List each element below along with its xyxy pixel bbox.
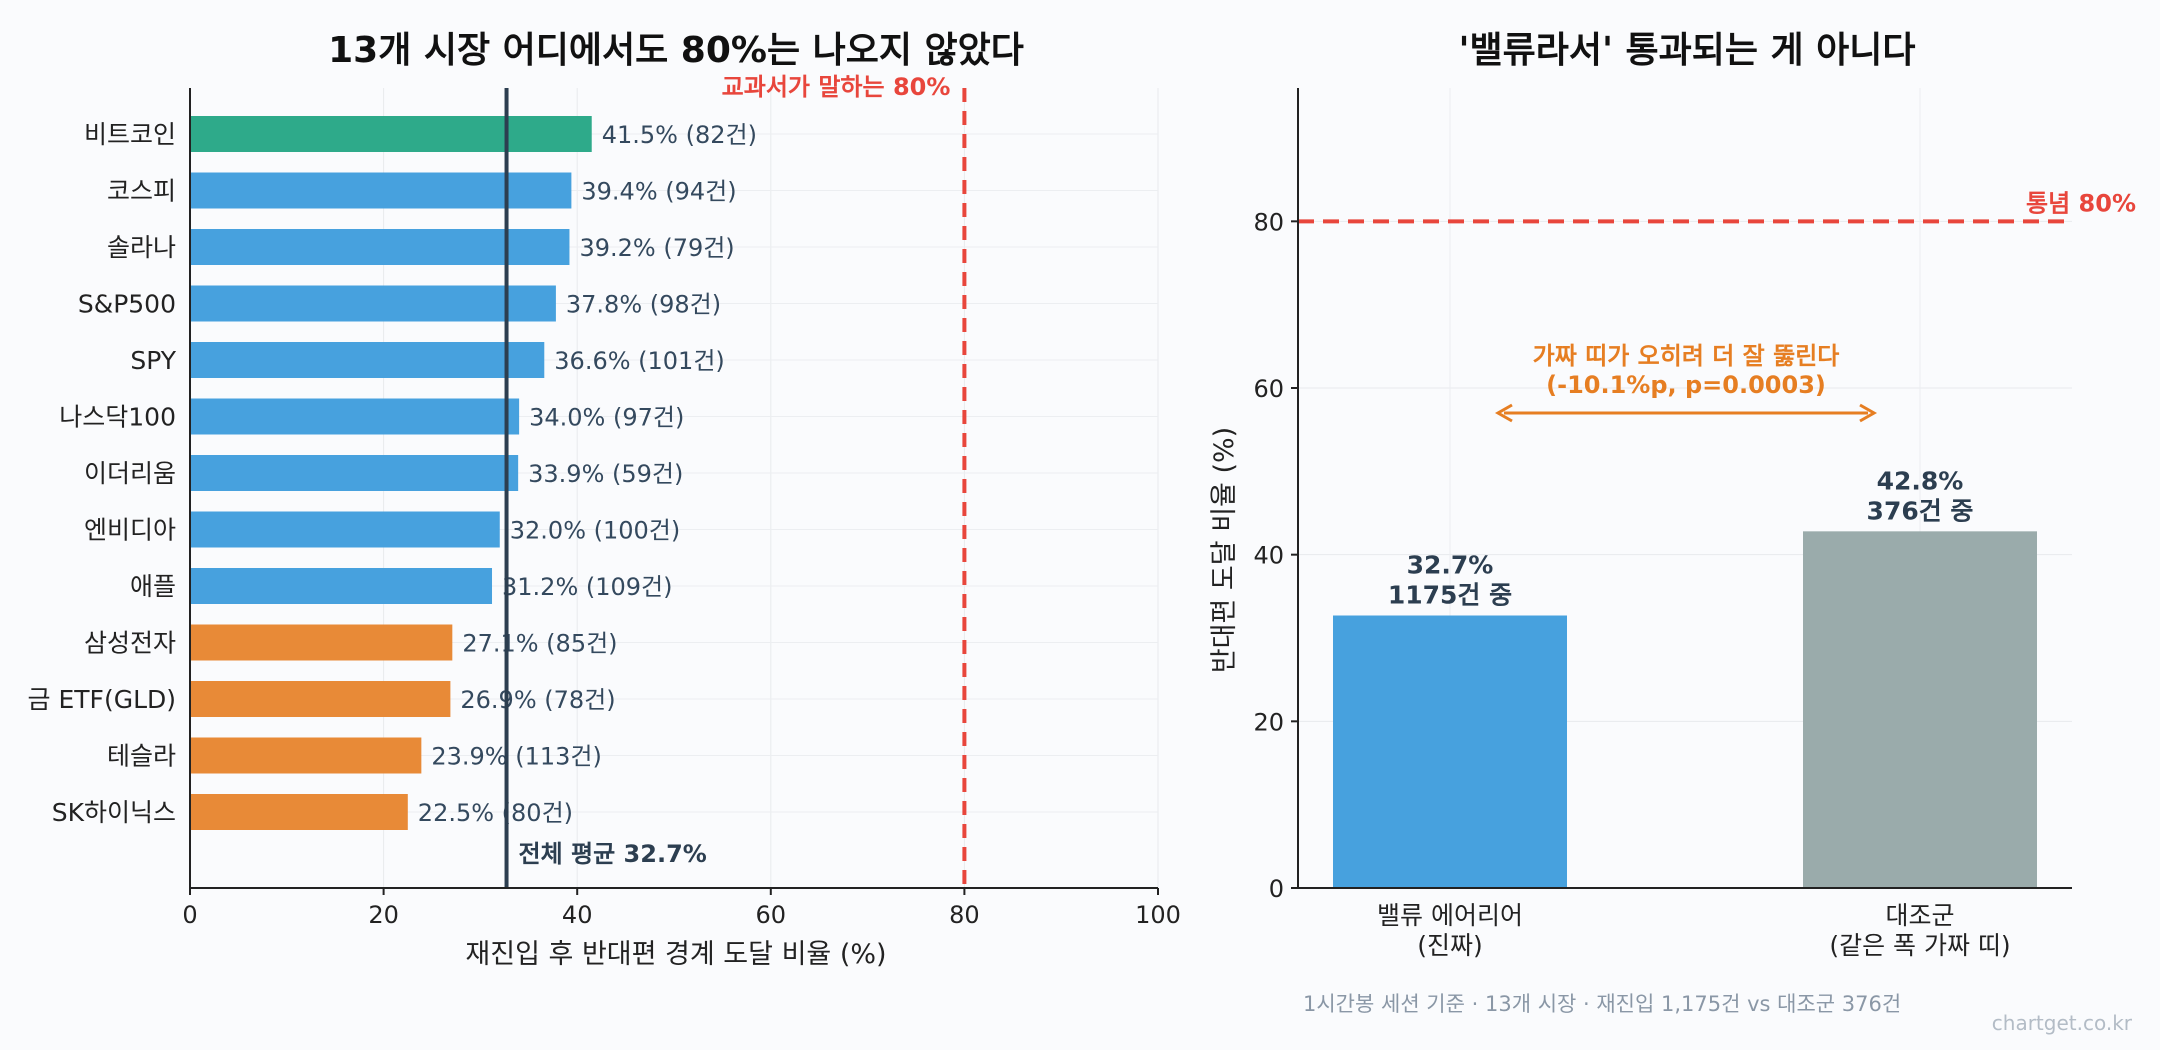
right-bars: 32.7%1175건 중 42.8%376건 중 [1333, 466, 2037, 888]
data-label-pct: 42.8% [1877, 466, 1964, 495]
category-label: S&P500 [78, 290, 176, 319]
data-label: 32.0% (100건) [510, 517, 681, 545]
category-label: 코스피 [107, 177, 176, 206]
category-label: 애플 [130, 572, 176, 601]
category-label: SPY [130, 346, 176, 375]
x-tick-label: 40 [562, 901, 593, 929]
x-category-label: 대조군 [1885, 901, 1954, 930]
category-label: SK하이닉스 [52, 798, 176, 827]
bar [190, 737, 422, 774]
category-label: 엔비디아 [84, 516, 176, 545]
bar [190, 455, 519, 491]
x-category-label: 밸류 에어리어 [1377, 901, 1523, 930]
category-label: 비트코인 [84, 120, 176, 149]
left-x-axis-label: 재진입 후 반대편 경계 도달 비율 (%) [465, 939, 886, 970]
average-line-label: 전체 평균 32.7% [519, 840, 707, 868]
left-axes: 0 20 40 60 80 100 [182, 88, 1181, 929]
data-label-count: 376건 중 [1867, 496, 1974, 525]
right-axes: 밸류 에어리어(진짜) 대조군(같은 폭 가짜 띠) 0 20 40 60 80 [1253, 88, 2072, 960]
bar [190, 172, 572, 209]
data-label: 34.0% (97건) [529, 404, 684, 432]
category-label: 나스닥100 [59, 403, 176, 432]
data-label: 23.9% (113건) [431, 743, 602, 771]
footer-note: 1시간봉 세션 기준 · 13개 시장 · 재진입 1,175건 vs 대조군 … [1303, 992, 1902, 1016]
x-category-label: (같은 폭 가짜 띠) [1829, 931, 2010, 960]
textbook-80-label: 교과서가 말하는 80% [722, 73, 951, 101]
category-label: 테슬라 [107, 742, 176, 771]
data-label: 36.6% (101건) [554, 347, 725, 375]
bar [190, 398, 520, 435]
annotation-text: (-10.1%p, p=0.0003) [1546, 371, 1826, 399]
data-label: 39.2% (79건) [579, 234, 734, 262]
right-y-axis-label: 반대편 도달 비율 (%) [1209, 427, 1240, 673]
x-tick-label: 60 [756, 901, 787, 929]
right-reference-line: 통념 80% [1298, 189, 2136, 224]
bar [190, 568, 493, 604]
data-label: 37.8% (98건) [566, 291, 721, 319]
x-category-label: (진짜) [1417, 931, 1483, 960]
data-label: 22.5% (80건) [418, 799, 573, 827]
data-label: 31.2% (109건) [502, 573, 673, 601]
bar [1333, 615, 1567, 888]
data-label-pct: 32.7% [1407, 551, 1494, 580]
data-label: 26.9% (78건) [460, 686, 615, 714]
bar [190, 229, 570, 265]
bar [190, 794, 408, 830]
left-reference-lines: 전체 평균 32.7% 교과서가 말하는 80% [504, 73, 967, 888]
bar [1803, 531, 2037, 888]
watermark: chartget.co.kr [1991, 1011, 2132, 1035]
myth-80-label: 통념 80% [2026, 189, 2136, 217]
y-tick-label: 0 [1269, 875, 1284, 903]
data-label-count: 1175건 중 [1388, 581, 1512, 610]
category-label: 이더리움 [84, 459, 176, 488]
x-tick-label: 80 [949, 901, 980, 929]
left-chart-title: 13개 시장 어디에서도 80%는 나오지 않았다 [328, 30, 1024, 71]
bar [190, 116, 592, 152]
bar [190, 285, 556, 322]
category-label: 솔라나 [107, 233, 176, 262]
bar [190, 624, 453, 661]
category-label: 삼성전자 [84, 629, 176, 658]
left-bars: 비트코인 41.5% (82건) 코스피 39.4% (94건) 솔라나 39.2% (7… [28, 116, 757, 830]
y-tick-label: 20 [1253, 708, 1284, 736]
x-tick-label: 20 [368, 901, 399, 929]
arrow-head-left [1494, 403, 1513, 423]
annotation-text: 가짜 띠가 오히려 더 잘 뚫린다 [1533, 342, 1840, 370]
right-annotation: 가짜 띠가 오히려 더 잘 뚫린다(-10.1%p, p=0.0003) [1494, 342, 1878, 423]
data-label: 39.4% (94건) [581, 178, 736, 206]
y-tick-label: 80 [1253, 208, 1284, 236]
bar [190, 681, 451, 717]
right-chart: '밸류라서' 통과되는 게 아니다 32.7%1175건 중 42.8%376건 … [1209, 30, 2136, 960]
x-tick-label: 0 [182, 901, 197, 929]
arrow-head-right [1859, 403, 1878, 423]
bar [190, 511, 500, 548]
x-tick-label: 100 [1135, 901, 1181, 929]
y-tick-label: 60 [1253, 375, 1284, 403]
data-label: 27.1% (85건) [462, 630, 617, 658]
data-label: 33.9% (59건) [528, 460, 683, 488]
category-label: 금 ETF(GLD) [28, 685, 176, 714]
data-label: 41.5% (82건) [602, 121, 757, 149]
y-tick-label: 40 [1253, 542, 1284, 570]
right-chart-title: '밸류라서' 통과되는 게 아니다 [1458, 30, 1915, 71]
left-chart: 13개 시장 어디에서도 80%는 나오지 않았다 비트코인 41.5% (82건… [28, 30, 1181, 970]
bar [190, 342, 545, 378]
